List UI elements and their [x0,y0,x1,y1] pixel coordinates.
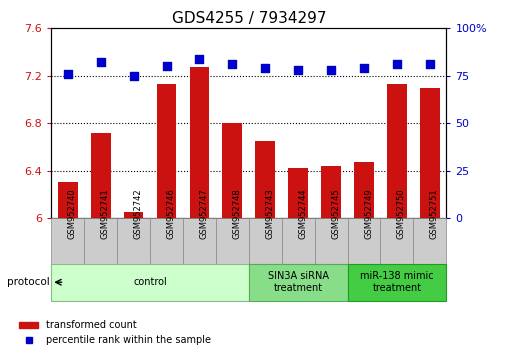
Text: GSM952741: GSM952741 [101,188,110,239]
Bar [58,182,77,218]
Point [228,62,236,67]
Bar [420,87,440,218]
Bar [223,123,242,218]
Text: GSM952746: GSM952746 [167,188,175,239]
Text: GSM952751: GSM952751 [430,188,439,239]
Bar [321,166,341,218]
Bar [348,264,446,301]
Bar [84,218,117,264]
Bar [216,218,249,264]
Bar [413,218,446,264]
Text: GSM952747: GSM952747 [200,188,208,239]
Bar [314,218,348,264]
Point [163,63,171,69]
Point [261,65,269,71]
Point [393,62,401,67]
Point [294,67,302,73]
Point [96,59,105,65]
Bar [117,218,150,264]
Bar [51,218,84,264]
Bar [150,218,183,264]
Text: GSM952748: GSM952748 [232,188,241,239]
Text: miR-138 mimic
treatment: miR-138 mimic treatment [360,272,434,293]
Bar [249,264,348,301]
Text: SIN3A siRNA
treatment: SIN3A siRNA treatment [268,272,329,293]
Text: GSM952742: GSM952742 [133,188,143,239]
Bar [249,218,282,264]
Bar [282,218,314,264]
Text: GSM952749: GSM952749 [364,188,373,239]
Bar [354,162,374,218]
Text: GSM952743: GSM952743 [265,188,274,239]
Bar [381,218,413,264]
Text: GSM952744: GSM952744 [298,188,307,239]
Bar [51,264,249,301]
Text: protocol: protocol [7,277,50,287]
Bar [189,67,209,218]
Title: GDS4255 / 7934297: GDS4255 / 7934297 [171,11,326,26]
Text: GSM952750: GSM952750 [397,188,406,239]
Bar [124,212,144,218]
Point [64,71,72,77]
Bar [183,218,216,264]
Text: GSM952740: GSM952740 [68,188,77,239]
Bar [156,84,176,218]
Point [426,62,434,67]
Text: control: control [133,277,167,287]
Bar [255,141,275,218]
Point [327,67,335,73]
Point [360,65,368,71]
Bar [288,168,308,218]
Text: GSM952745: GSM952745 [331,188,340,239]
Bar [387,84,407,218]
Bar [91,133,111,218]
Point [129,73,137,79]
Point [195,56,204,62]
Legend: transformed count, percentile rank within the sample: transformed count, percentile rank withi… [15,316,215,349]
Bar [348,218,381,264]
